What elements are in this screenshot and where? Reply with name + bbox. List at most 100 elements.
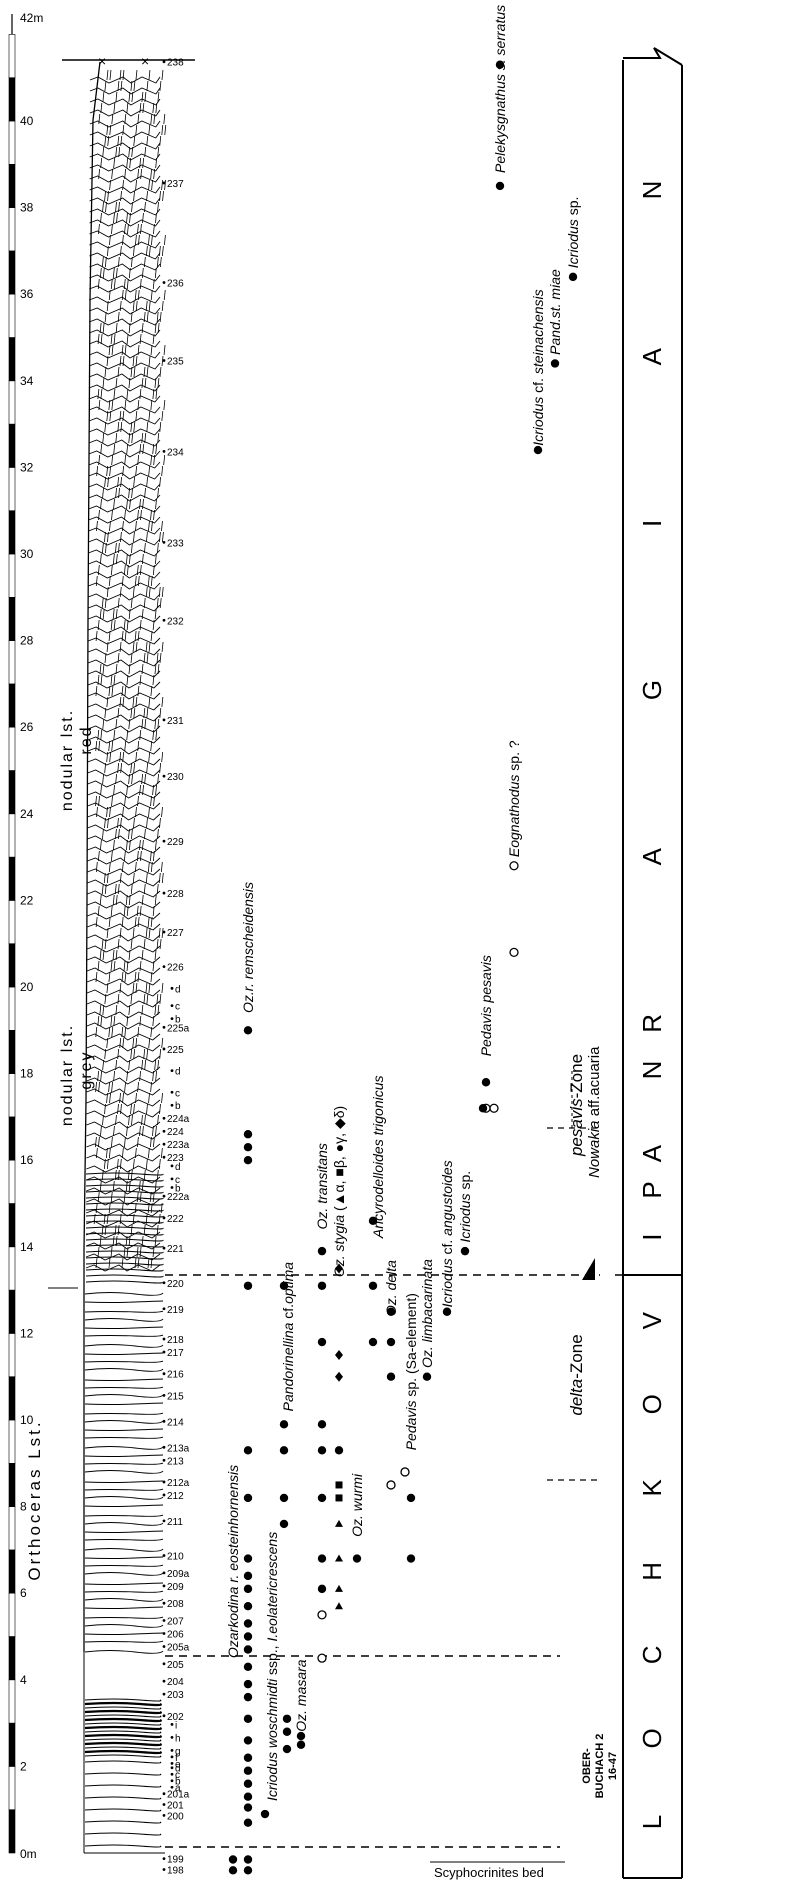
nodular-joint: [133, 80, 136, 92]
nodular-joint: [102, 828, 104, 840]
nodular-texture: [87, 659, 161, 667]
nodular-joint: [115, 146, 118, 158]
nodular-joint: [130, 366, 133, 378]
sample-label: c: [175, 1770, 180, 1781]
sample-point-icon: [170, 1186, 174, 1189]
nodular-joint: [160, 1202, 163, 1214]
bed-boundary: [84, 1368, 164, 1372]
nodular-joint: [130, 421, 133, 433]
scale-segment: [8, 856, 16, 901]
nodular-joint: [135, 355, 138, 367]
sample-point-icon: [162, 60, 166, 64]
nodular-joint: [117, 1103, 119, 1115]
occurrence-marker: [243, 1662, 253, 1672]
nodular-joint: [117, 476, 120, 488]
scale-segment: [8, 1722, 16, 1767]
nodular-joint: [104, 531, 106, 543]
occurrence-marker: [368, 1281, 378, 1290]
nodular-joint: [113, 102, 116, 114]
nodular-joint: [154, 839, 157, 851]
sample-label: 208: [167, 1599, 184, 1610]
sample-point-icon: [170, 1004, 174, 1008]
nodular-joint: [97, 564, 100, 576]
taxon-label: Oz. masara: [293, 1659, 309, 1732]
nodular-joint: [122, 806, 124, 818]
nodular-joint: [143, 256, 146, 268]
nodular-texture: [89, 76, 161, 84]
nodular-joint: [108, 685, 111, 697]
nodular-texture: [86, 1088, 161, 1096]
scale-segment: [8, 900, 16, 945]
nodular-joint: [155, 784, 157, 796]
nodular-joint: [151, 179, 153, 191]
nodular-joint: [124, 289, 127, 301]
nodular-joint: [148, 300, 151, 312]
nodular-joint: [147, 1202, 150, 1214]
nodular-texture: [87, 747, 161, 755]
nodular-joint: [141, 1114, 143, 1126]
nodular-joint: [120, 135, 123, 147]
nodular-texture: [85, 1242, 161, 1250]
nodular-joint: [141, 1004, 144, 1016]
nodular-joint: [131, 201, 133, 213]
zone-column: pesavis-Zone delta-Zone Nowakia aff.acua…: [567, 1046, 619, 1799]
sample-label: 228: [167, 889, 184, 900]
nodular-joint: [93, 1213, 96, 1225]
nodular-joint: [117, 993, 120, 1005]
nodular-joint: [112, 839, 115, 851]
nodular-joint: [112, 267, 115, 279]
nodular-joint: [157, 773, 160, 785]
nodular-joint: [155, 1125, 157, 1137]
nodular-joint: [161, 355, 164, 367]
nodular-joint: [115, 1059, 118, 1071]
nodular-joint: [161, 124, 164, 136]
nodular-joint: [126, 674, 129, 686]
occurrence-marker: [406, 1493, 416, 1503]
sample-label: 230: [167, 772, 184, 783]
bed-boundary: [84, 1344, 164, 1348]
nodular-joint: [99, 1235, 102, 1247]
oberbuchach-line3: 16-47: [607, 1752, 619, 1780]
nodular-joint: [148, 179, 150, 191]
nodular-joint: [101, 938, 104, 950]
occurrence-marker: [422, 1372, 432, 1381]
nodular-joint: [157, 322, 160, 334]
nodular-joint: [139, 388, 142, 400]
dark-band: [84, 1714, 162, 1718]
nodular-joint: [159, 938, 162, 950]
sample-point-icon: [162, 1813, 166, 1817]
occurrence-marker: [279, 1519, 289, 1529]
stage-letter: O: [637, 1728, 667, 1748]
nodular-joint: [135, 410, 138, 422]
nodular-joint: [156, 1169, 159, 1181]
sample-point-icon: [162, 774, 166, 778]
taxon-label: Icriodus sp.: [565, 197, 581, 269]
taxon-label: Oz. wurmi: [349, 1473, 365, 1537]
scale-segment: [8, 1419, 16, 1464]
occurrence-marker: [334, 1446, 344, 1455]
sample-label: 225a: [167, 1023, 190, 1034]
nodular-joint: [134, 289, 137, 301]
bed-boundary: [84, 1334, 164, 1337]
nodular-joint: [135, 1037, 138, 1049]
occurrence-marker: [317, 1281, 327, 1290]
sample-label: d: [175, 1067, 181, 1078]
nodular-joint: [144, 432, 147, 444]
nodular-texture: [89, 131, 161, 139]
nodular-joint: [99, 1180, 102, 1192]
bed-boundary: [84, 1504, 164, 1507]
scale-tick-label: 30: [20, 547, 34, 561]
sample-label: e: [175, 1759, 181, 1770]
nodular-joint: [113, 333, 116, 345]
bed-boundary: [84, 1632, 164, 1635]
occurrence-marker: [335, 1554, 343, 1562]
nodular-joint: [134, 916, 137, 928]
nodular-texture: [86, 945, 161, 953]
nodular-joint: [97, 905, 100, 917]
nodular-joint: [113, 1125, 115, 1137]
sample-point-icon: [170, 1755, 174, 1759]
nodular-joint: [120, 1103, 122, 1115]
nodular-texture: [86, 1176, 161, 1184]
nodular-joint: [155, 388, 158, 400]
nodular-joint: [155, 102, 158, 114]
